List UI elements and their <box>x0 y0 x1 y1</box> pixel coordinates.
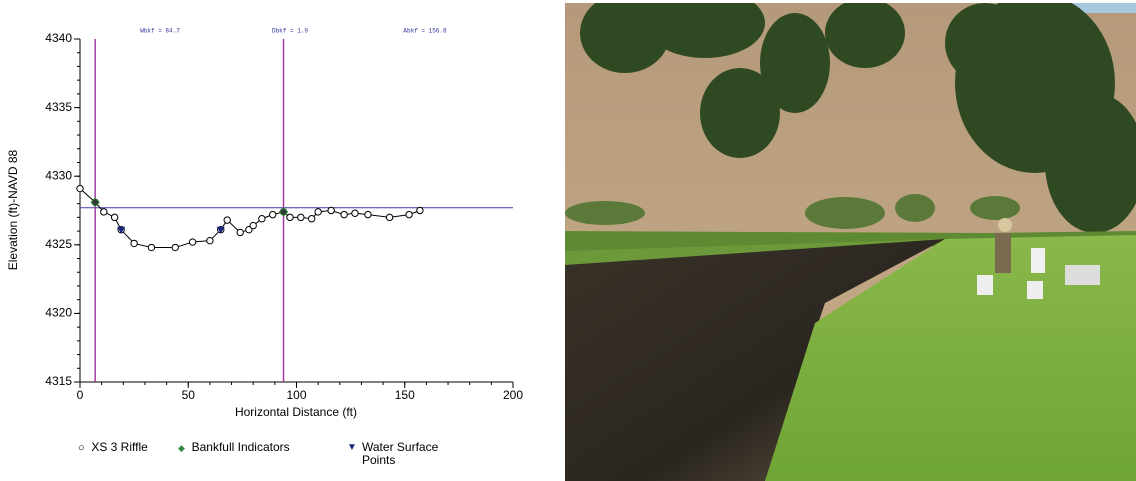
bankfull-point <box>278 207 289 217</box>
xs-point <box>286 213 294 222</box>
xs-point <box>171 243 179 252</box>
xs-point <box>364 210 372 219</box>
annotation: Abkf = 156.8 <box>403 28 447 35</box>
xs-point <box>130 239 138 248</box>
legend-item: ○ XS 3 Riffle <box>78 440 148 455</box>
y-tick-label: 4325 <box>45 237 72 251</box>
xs-point <box>314 208 322 216</box>
y-tick-label: 4320 <box>45 306 72 320</box>
xs-point <box>223 216 231 224</box>
xs-point <box>268 210 277 219</box>
water-surface-point <box>117 226 126 234</box>
x-tick-label: 150 <box>395 388 415 402</box>
xs-point <box>249 221 257 230</box>
y-tick-label: 4335 <box>45 100 72 114</box>
x-tick-label: 0 <box>77 388 84 402</box>
x-axis-label: Horizontal Distance (ft) <box>235 405 357 419</box>
xs-point <box>206 236 214 245</box>
legend-item: ▼ Water Surface Points <box>347 441 447 467</box>
legend-label: Bankfull Indicators <box>191 440 290 454</box>
water-surface-point <box>216 226 225 234</box>
x-tick-label: 100 <box>286 388 306 402</box>
legend-label: Water Surface Points <box>362 440 439 467</box>
xs-point <box>110 213 119 222</box>
y-axis-label: Elevation (ft)-NAVD 88 <box>6 149 20 270</box>
photo <box>565 3 1136 481</box>
x-tick-label: 200 <box>503 388 523 402</box>
xs-point <box>307 215 316 223</box>
xs-point <box>405 210 413 219</box>
bankfull-point <box>90 197 100 207</box>
legend-item: ◆ Bankfull Indicators <box>178 440 290 454</box>
x-tick-label: 50 <box>182 388 196 402</box>
y-tick-label: 4330 <box>45 168 72 182</box>
xs-point <box>297 213 305 222</box>
xs-point <box>416 206 424 215</box>
xs-point <box>327 206 335 215</box>
xs-point <box>385 213 394 222</box>
xs-point <box>147 243 156 252</box>
xs-point <box>351 209 359 217</box>
xs-point <box>76 184 84 193</box>
xs-point <box>340 210 348 219</box>
xs-point <box>100 208 108 216</box>
legend-label: XS 3 Riffle <box>91 440 148 454</box>
chart: Horizontal Distance (ft) Elevation (ft)-… <box>6 28 523 420</box>
xs-point <box>245 226 253 234</box>
xs-point <box>236 228 244 237</box>
annotation: Dbkf = 1.9 <box>272 28 308 35</box>
xs-point <box>188 238 197 246</box>
y-tick-label: 4315 <box>45 374 72 388</box>
annotation: Wbkf = 84.7 <box>140 28 180 35</box>
xs-point <box>258 215 266 223</box>
y-tick-label: 4340 <box>45 31 72 45</box>
